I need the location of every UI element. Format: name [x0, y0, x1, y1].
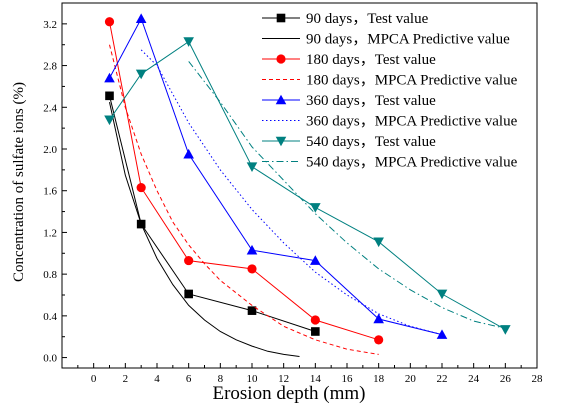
legend-marker: [275, 94, 287, 105]
y-tick-label: 2.8: [43, 61, 57, 73]
legend-marker: [275, 136, 287, 147]
legend-item: 360 days，Test value: [262, 93, 436, 109]
data-point: [104, 115, 115, 126]
data-point: [135, 69, 147, 80]
data-point: [104, 17, 115, 27]
legend-marker: [276, 13, 286, 23]
legend: 90 days，Test value 90 days，MPCA Predictiv…: [262, 11, 518, 171]
x-tick-label: 22: [437, 373, 448, 385]
data-point: [184, 289, 193, 299]
y-tick-label: 0.8: [43, 269, 57, 281]
x-tick-label: 24: [468, 373, 480, 385]
legend-item: 180 days，MPCA Predictive value: [262, 73, 518, 89]
legend-label: 90 days，MPCA Predictive value: [306, 32, 510, 48]
legend-item: 540 days，MPCA Predictive value: [262, 155, 518, 171]
series-line: [188, 61, 506, 329]
legend-item: 90 days，Test value: [262, 11, 429, 27]
series-4: [104, 13, 448, 339]
series-2: [104, 17, 384, 345]
x-tick-label: 12: [278, 373, 289, 385]
y-axis-ticks: 0.0 0.4 0.8 1.2 1.6 2.0 2.4 2.8 3.2: [43, 2, 67, 365]
y-tick-label: 3.2: [43, 19, 57, 31]
series-3: [109, 44, 379, 355]
data-point: [104, 72, 115, 83]
series-5: [140, 49, 443, 336]
data-point: [374, 335, 384, 345]
plot-frame: [61, 2, 538, 369]
data-point: [135, 13, 147, 23]
series-line: [109, 101, 300, 357]
y-tick-label: 1.2: [43, 227, 57, 239]
x-tick-label: 18: [373, 373, 385, 385]
legend-label: 360 days，MPCA Predictive value: [306, 114, 518, 130]
x-tick-label: 20: [405, 373, 417, 385]
data-point: [500, 325, 511, 335]
legend-item: 540 days，Test value: [262, 134, 436, 150]
y-tick-label: 0.0: [43, 353, 57, 365]
data-point: [183, 37, 194, 47]
legend-item: 90 days，MPCA Predictive value: [262, 32, 510, 48]
y-tick-label: 2.0: [43, 144, 57, 156]
legend-item: 180 days，Test value: [262, 52, 436, 68]
data-point: [373, 237, 384, 248]
series-7: [188, 61, 506, 329]
legend-label: 90 days，Test value: [306, 11, 429, 27]
series-layer: [104, 13, 511, 357]
legend-label: 540 days，MPCA Predictive value: [306, 155, 518, 171]
data-point: [105, 91, 114, 101]
legend-label: 180 days，Test value: [306, 52, 436, 68]
series-line: [140, 49, 443, 336]
data-point: [184, 255, 194, 266]
series-line: [109, 95, 316, 332]
legend-label: 360 days，Test value: [306, 93, 436, 109]
data-point: [310, 255, 321, 265]
x-tick-label: 0: [91, 373, 97, 385]
y-tick-label: 0.4: [43, 311, 57, 323]
data-point: [373, 313, 384, 324]
y-tick-label: 2.4: [43, 102, 57, 114]
data-point: [310, 315, 320, 325]
plot-area: [61, 2, 538, 369]
data-point: [436, 329, 448, 339]
series-line: [109, 44, 379, 355]
x-tick-label: 10: [247, 373, 259, 385]
series-line: [109, 21, 379, 341]
data-point: [183, 148, 194, 159]
x-tick-label: 4: [154, 373, 160, 385]
x-tick-label: 26: [500, 373, 512, 385]
x-tick-label: 14: [310, 373, 322, 385]
x-tick-label: 28: [532, 373, 544, 385]
legend-label: 540 days，Test value: [306, 134, 436, 150]
series-1: [109, 101, 300, 357]
data-point: [436, 289, 448, 300]
data-point: [246, 162, 258, 173]
data-point: [247, 306, 257, 315]
x-axis-ticks: 0 2 4 6 8 10 12 14 16 18 20 22 24 26 28: [77, 363, 544, 385]
legend-item: 360 days，MPCA Predictive value: [262, 114, 518, 130]
data-point: [310, 203, 321, 213]
x-axis-label: Erosion depth (mm): [212, 383, 365, 404]
data-point: [136, 182, 146, 193]
series-line: [109, 40, 506, 330]
x-tick-label: 2: [123, 373, 129, 385]
x-tick-label: 16: [342, 373, 354, 385]
legend-marker: [276, 54, 286, 64]
x-tick-label: 8: [218, 373, 224, 385]
data-point: [246, 244, 258, 255]
y-axis-label: Concentration of sulfate ions (%): [11, 82, 27, 282]
data-point: [247, 264, 257, 274]
legend-label: 180 days，MPCA Predictive value: [306, 73, 518, 89]
x-tick-label: 6: [186, 373, 192, 385]
y-tick-label: 1.6: [43, 186, 57, 198]
data-point: [311, 327, 320, 336]
